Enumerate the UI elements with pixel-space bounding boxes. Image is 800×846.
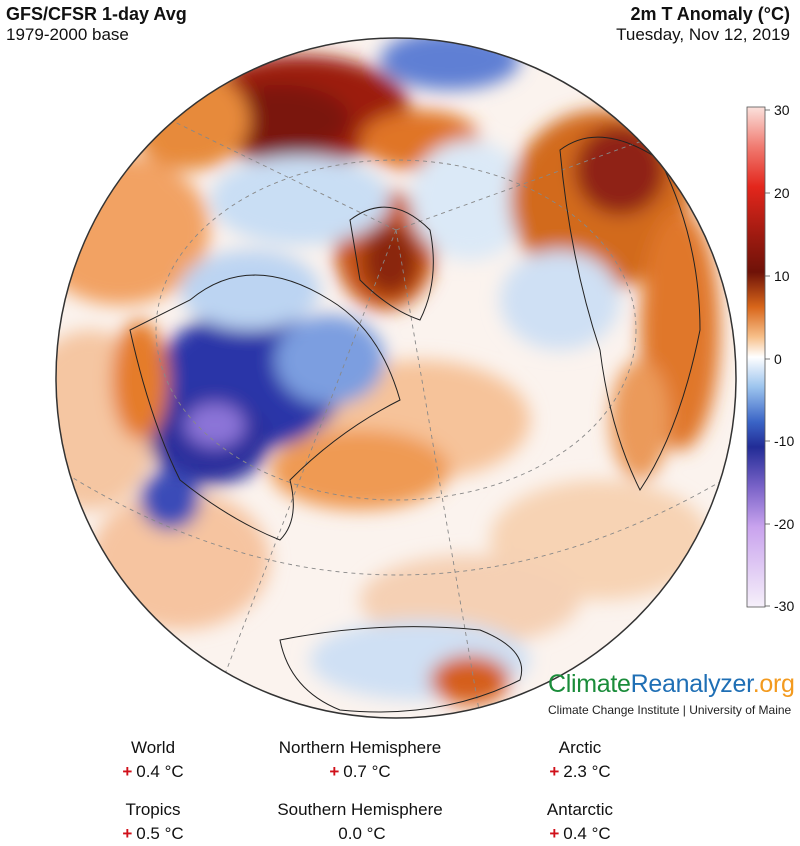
variable-title: 2m T Anomaly (°C) [630,4,790,24]
stat-sign: + [329,762,340,781]
stat-value: 0.5 °C [136,824,184,843]
stat-value: 0.4 °C [136,762,184,781]
brand-part-reanalyzer: Reanalyzer [630,670,753,698]
colorbar-tick: 20 [774,185,790,201]
baseline-label: 1979-2000 base [6,25,129,44]
stat-northern-hemisphere: Northern Hemisphere +0.7 °C [240,738,480,782]
stat-sign: + [122,824,133,843]
date-label: Tuesday, Nov 12, 2019 [616,25,790,44]
stat-sign: + [122,762,133,781]
stat-tropics: Tropics +0.5 °C [33,800,273,844]
stat-label: Southern Hemisphere [277,800,443,819]
stat-world: World +0.4 °C [33,738,273,782]
stat-label: World [130,738,176,757]
stat-label: Arctic [558,738,602,757]
colorbar-tick: 30 [774,102,790,118]
stat-label: Northern Hemisphere [278,738,442,757]
colorbar-tick: 10 [774,268,790,284]
colorbar-tick: -20 [774,516,795,532]
stat-southern-hemisphere: Southern Hemisphere 0.0 °C [240,800,480,844]
stat-label: Antarctic [546,800,614,819]
colorbar-tick: 0 [774,351,782,367]
stat-value: 0.4 °C [563,824,611,843]
colorbar [746,106,766,608]
stat-antarctic: Antarctic +0.4 °C [460,800,700,844]
brand-part-org: .org [752,670,795,698]
stat-value: 0.0 °C [338,824,386,843]
stat-arctic: Arctic +2.3 °C [460,738,700,782]
stat-sign: + [549,762,560,781]
colorbar-tick: -30 [774,598,795,614]
brand-logo[interactable]: ClimateReanalyzer.org [548,670,795,699]
colorbar-tick: -10 [774,433,795,449]
stat-value: 0.7 °C [343,762,391,781]
stat-value: 2.3 °C [563,762,611,781]
globe-field [56,38,736,718]
graticule [59,109,736,717]
institute-label: Climate Change Institute | University of… [548,703,792,717]
model-title: GFS/CFSR 1-day Avg [6,4,187,24]
stat-label: Tropics [125,800,181,819]
brand-part-climate: Climate [548,670,631,698]
stat-sign: + [549,824,560,843]
